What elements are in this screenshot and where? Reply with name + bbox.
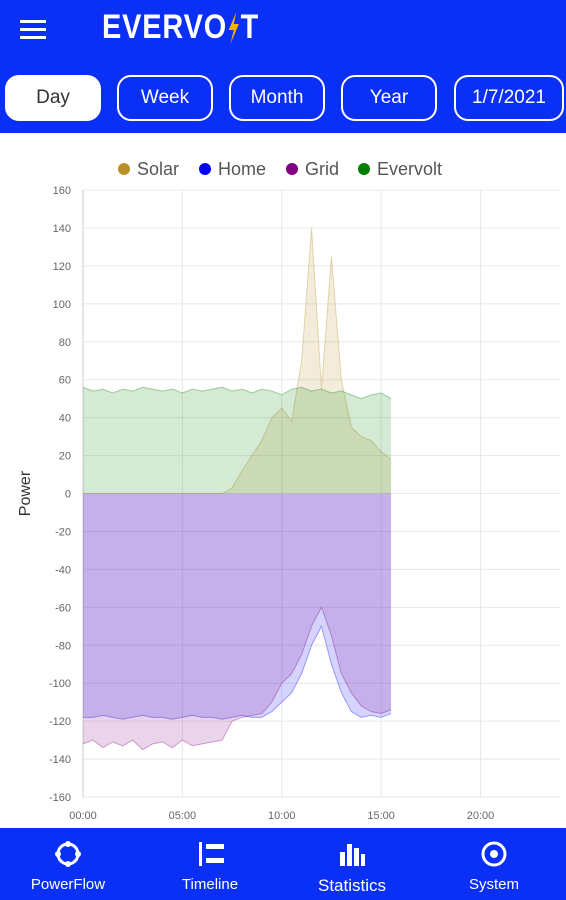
- nav-label: System: [468, 876, 519, 893]
- series-line: [83, 227, 392, 494]
- tab[interactable]: 1/7/2021: [454, 75, 564, 121]
- x-tick-label: 00:00: [69, 810, 97, 822]
- y-tick-label: -20: [55, 526, 71, 538]
- y-tick-label: -100: [49, 678, 71, 690]
- y-tick-label: 100: [53, 299, 71, 311]
- series-line: [82, 386, 392, 400]
- app-bar: EVERVO T Day Week Month Year 1/7/2021: [0, 0, 566, 133]
- y-tick-label: -120: [49, 716, 71, 728]
- series-area: [83, 493, 392, 750]
- y-tick-label: -140: [49, 754, 71, 766]
- logo-text: T: [240, 8, 260, 46]
- y-tick-label: -60: [55, 602, 71, 614]
- nav-item[interactable]: System: [434, 828, 554, 900]
- bottom-nav: PowerFlow Timeline Statistics System: [0, 828, 566, 900]
- nav-icon: [340, 844, 365, 866]
- y-tick-label: 160: [53, 185, 71, 197]
- y-axis-label: Power: [17, 470, 34, 516]
- y-tick-label: 0: [65, 489, 71, 501]
- y-tick-label: -80: [55, 640, 71, 652]
- logo: EVERVO T: [102, 8, 259, 47]
- tab[interactable]: Month: [229, 75, 325, 121]
- x-tick-label: 05:00: [169, 810, 197, 822]
- nav-icon: [481, 841, 507, 867]
- y-tick-label: 20: [59, 451, 71, 463]
- y-tick-label: -40: [55, 564, 71, 576]
- x-tick-label: 15:00: [367, 810, 395, 822]
- nav-label: Statistics: [317, 876, 387, 895]
- y-tick-label: 140: [53, 223, 71, 235]
- nav-label: Timeline: [181, 876, 239, 893]
- x-tick-label: 10:00: [268, 810, 296, 822]
- tab[interactable]: Year: [341, 75, 437, 121]
- y-tick-label: 60: [59, 375, 71, 387]
- legend-swatch: [118, 163, 130, 175]
- y-tick-label: 120: [53, 261, 71, 273]
- legend-label: Evervolt: [377, 159, 442, 179]
- x-tick-label: 20:00: [467, 810, 495, 822]
- tab[interactable]: Week: [117, 75, 213, 121]
- legend-label: Solar: [137, 159, 179, 179]
- chart: -160 -140 -120 -100 -80 -60 -40 -20 0 20 40 60 80 100…: [17, 159, 560, 822]
- menu-icon[interactable]: [20, 18, 48, 40]
- y-tick-label: 40: [59, 413, 71, 425]
- series-line: [82, 606, 392, 751]
- bolt-icon: [228, 11, 239, 44]
- series-area: [83, 493, 392, 720]
- nav-item[interactable]: Statistics: [292, 828, 412, 900]
- series-area: [83, 387, 392, 494]
- legend-swatch: [358, 163, 370, 175]
- series-area: [83, 227, 392, 494]
- legend-swatch: [199, 163, 211, 175]
- series-line: [83, 624, 392, 720]
- y-tick-label: 80: [59, 337, 71, 349]
- nav-icon: [199, 842, 224, 866]
- nav-item[interactable]: PowerFlow: [8, 828, 128, 900]
- legend-swatch: [286, 163, 298, 175]
- logo-text: EVERVO: [102, 8, 228, 46]
- legend-label: Grid: [305, 159, 339, 179]
- nav-label: PowerFlow: [30, 876, 106, 893]
- legend-label: Home: [218, 159, 266, 179]
- tab[interactable]: Day: [5, 75, 101, 121]
- y-tick-label: -160: [49, 792, 71, 804]
- nav-icon: [55, 841, 81, 867]
- nav-item[interactable]: Timeline: [150, 828, 270, 900]
